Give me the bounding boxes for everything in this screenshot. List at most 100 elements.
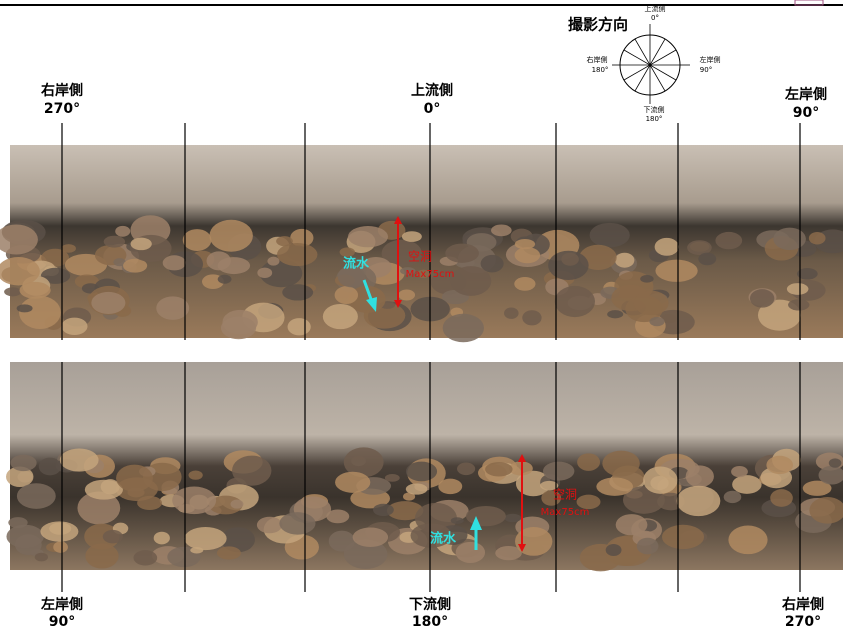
- pebble: [802, 480, 832, 496]
- pebble: [515, 526, 553, 556]
- pebble: [442, 313, 484, 343]
- arrow-head: [518, 544, 526, 552]
- pebble: [808, 231, 826, 245]
- arrow-head: [366, 297, 377, 312]
- pebble: [156, 296, 190, 320]
- compass-label: 上流側: [645, 4, 666, 13]
- pebble: [4, 287, 22, 297]
- compass-angle: 90°: [700, 66, 712, 74]
- pebble: [334, 286, 359, 305]
- pebble: [232, 455, 272, 486]
- corner-box: [794, 0, 824, 6]
- direction-label: 右岸側: [781, 596, 824, 613]
- pebble: [217, 274, 232, 284]
- pebble: [514, 238, 536, 250]
- pebble: [277, 242, 318, 267]
- pebble: [38, 457, 62, 476]
- pebble: [577, 453, 601, 471]
- pebble: [504, 513, 522, 523]
- pebble: [279, 512, 316, 535]
- pebble: [352, 527, 389, 547]
- pebble: [381, 239, 422, 268]
- pebble: [343, 447, 384, 478]
- pebble: [687, 240, 712, 256]
- pebble: [386, 501, 424, 521]
- pebble: [282, 284, 314, 301]
- direction-label: 右岸側: [40, 82, 83, 99]
- flow-label: 流水: [430, 531, 457, 547]
- pebble: [607, 310, 624, 319]
- pebble: [61, 317, 88, 335]
- pebble: [561, 252, 579, 266]
- compass-label: 左岸側: [700, 55, 721, 64]
- pebble: [373, 503, 394, 517]
- compass-angle: 180°: [592, 66, 609, 74]
- pebble: [61, 244, 76, 253]
- pebble: [450, 517, 464, 524]
- pebble: [480, 254, 504, 273]
- pebble: [457, 462, 476, 476]
- pebble: [633, 290, 669, 316]
- pebble: [206, 251, 231, 271]
- pebble: [347, 226, 389, 248]
- pebble: [113, 258, 126, 267]
- pebble: [818, 465, 843, 485]
- pebble: [16, 483, 56, 509]
- pebble: [450, 266, 492, 296]
- pebble: [491, 224, 512, 237]
- compass-title: 撮影方向: [568, 16, 628, 34]
- pebble: [715, 231, 743, 250]
- pebble: [0, 224, 38, 255]
- compass: [612, 24, 690, 104]
- pebble: [504, 307, 519, 319]
- pebble: [540, 480, 559, 491]
- depth-label: Max75cm: [541, 507, 590, 518]
- pebble: [766, 455, 794, 475]
- compass-angle: 180°: [646, 115, 663, 123]
- pebble: [19, 281, 51, 299]
- direction-label: 左岸側: [784, 86, 827, 103]
- direction-angle: 270°: [44, 101, 80, 117]
- arrow-head: [394, 216, 402, 224]
- cavity-label: 空洞: [408, 250, 432, 264]
- pebble: [640, 274, 654, 283]
- pebble: [405, 483, 428, 495]
- pebble: [398, 289, 416, 301]
- depth-label: Max75cm: [406, 269, 455, 280]
- pebble: [614, 252, 635, 268]
- pebble: [698, 252, 717, 266]
- pebble: [123, 258, 148, 273]
- pebble: [542, 461, 575, 481]
- pebble: [40, 267, 71, 284]
- pebble: [605, 543, 622, 557]
- direction-angle: 180°: [412, 614, 448, 630]
- pebble: [184, 527, 227, 551]
- pebble: [335, 471, 371, 493]
- compass-angle: 0°: [651, 14, 659, 22]
- pebble: [650, 475, 669, 491]
- pebble: [809, 497, 843, 524]
- pebble: [655, 259, 698, 282]
- direction-angle: 90°: [793, 105, 819, 121]
- pebble: [290, 228, 314, 247]
- pebble: [209, 219, 253, 252]
- pebble: [115, 225, 131, 237]
- pebble: [514, 277, 536, 291]
- pebble: [188, 470, 203, 480]
- pebble: [405, 461, 438, 482]
- pebble: [649, 316, 665, 327]
- pebble: [384, 473, 400, 482]
- pebble: [257, 267, 273, 279]
- direction-label: 下流側: [409, 596, 451, 613]
- pebble: [216, 546, 241, 560]
- pebble: [554, 285, 595, 318]
- pebble: [579, 244, 617, 270]
- pebble: [220, 316, 257, 340]
- pebble: [6, 524, 44, 549]
- pebble: [828, 458, 842, 468]
- arrow-head: [394, 300, 402, 308]
- pebble: [615, 514, 648, 536]
- pebble: [19, 295, 61, 330]
- pebble: [84, 479, 123, 500]
- pebble: [438, 478, 463, 495]
